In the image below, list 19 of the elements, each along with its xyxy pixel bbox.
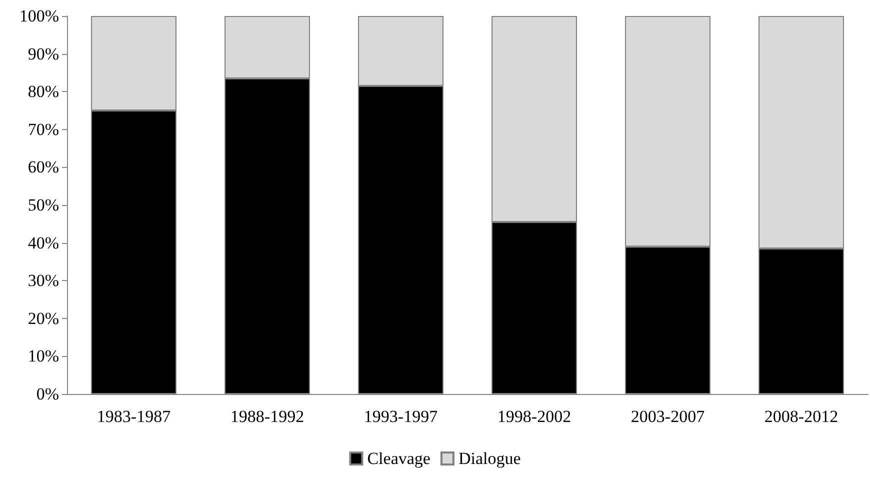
x-tick-label: 2003-2007 xyxy=(630,407,706,426)
y-tick-label: 40% xyxy=(28,233,59,252)
y-tick-label: 80% xyxy=(28,82,59,102)
y-tick-label: 50% xyxy=(28,196,59,214)
legend-label: Dialogue xyxy=(458,449,521,468)
legend-label: Cleavage xyxy=(367,449,430,468)
x-tick-label: 1998-2002 xyxy=(497,407,572,426)
x-tick-label: 1988-1992 xyxy=(230,407,304,426)
y-tick-label: 20% xyxy=(28,308,59,328)
x-tick-label: 1993-1997 xyxy=(364,407,438,426)
y-tick-label: 70% xyxy=(28,120,59,139)
x-tick-label: 1983-1987 xyxy=(96,407,172,426)
y-tick-label: 60% xyxy=(28,158,59,177)
y-tick-label: 0% xyxy=(36,384,59,404)
x-tick-label: 2008-2012 xyxy=(764,407,838,426)
y-tick-label: 100% xyxy=(19,6,59,26)
y-tick-label: 10% xyxy=(28,346,59,366)
y-tick-label: 30% xyxy=(28,271,59,290)
y-tick-label: 90% xyxy=(28,44,59,64)
